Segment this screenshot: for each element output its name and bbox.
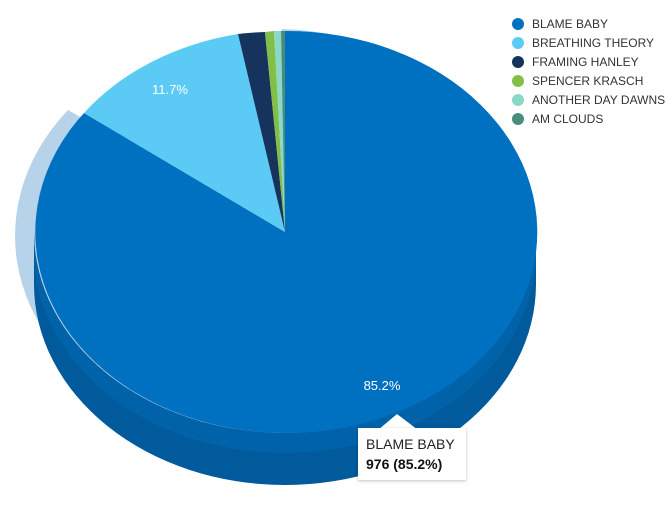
legend-dot-icon <box>512 112 524 125</box>
slice-framing-hanley[interactable] <box>238 32 285 232</box>
legend-label: ANOTHER DAY DAWNS <box>532 92 666 107</box>
legend-item-am-clouds[interactable]: AM CLOUDS <box>512 109 665 128</box>
tooltip-pointer <box>378 414 418 430</box>
legend-label: BREATHING THEORY <box>532 35 655 50</box>
legend-item-blame-baby[interactable]: BLAME BABY <box>512 14 665 33</box>
slice-breathing-theory[interactable] <box>84 34 285 232</box>
slice-another-day-dawns[interactable] <box>274 30 285 232</box>
legend-label: BLAME BABY <box>532 16 609 31</box>
legend-item-breathing-theory[interactable]: BREATHING THEORY <box>512 33 665 52</box>
legend-dot-icon <box>512 17 524 30</box>
legend-item-another-day-dawns[interactable]: ANOTHER DAY DAWNS <box>512 90 665 109</box>
label-breathing-theory-pct: 11.7% <box>152 82 188 97</box>
legend-dot-icon <box>512 55 524 68</box>
legend-label: SPENCER KRASCH <box>532 73 644 88</box>
slice-spencer-krasch[interactable] <box>265 31 285 232</box>
legend-label: AM CLOUDS <box>532 111 604 126</box>
legend-dot-icon <box>512 36 524 49</box>
tooltip: BLAME BABY 976 (85.2%) <box>358 428 466 480</box>
legend-dot-icon <box>512 74 524 87</box>
legend-item-spencer-krasch[interactable]: SPENCER KRASCH <box>512 71 665 90</box>
label-blame-baby-pct: 85.2% <box>364 378 401 393</box>
tooltip-value: 976 (85.2%) <box>366 456 443 472</box>
legend-dot-icon <box>512 93 524 106</box>
legend-item-framing-hanley[interactable]: FRAMING HANLEY <box>512 52 665 71</box>
legend-label: FRAMING HANLEY <box>532 54 639 69</box>
slice-am-clouds[interactable] <box>281 30 285 232</box>
slice-blame-baby[interactable] <box>35 30 538 433</box>
legend: BLAME BABY BREATHING THEORY FRAMING HANL… <box>512 14 665 128</box>
tooltip-series-name: BLAME BABY <box>366 436 455 452</box>
